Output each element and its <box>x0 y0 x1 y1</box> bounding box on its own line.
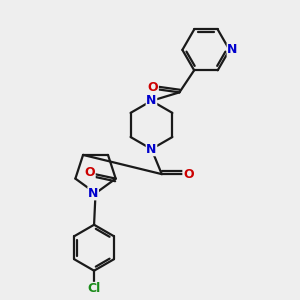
Text: O: O <box>183 168 194 181</box>
Text: O: O <box>85 166 95 179</box>
Text: Cl: Cl <box>87 282 101 296</box>
Text: N: N <box>146 142 157 156</box>
Text: O: O <box>148 81 158 94</box>
Text: N: N <box>146 94 157 107</box>
Text: N: N <box>227 44 238 56</box>
Text: N: N <box>88 187 98 200</box>
